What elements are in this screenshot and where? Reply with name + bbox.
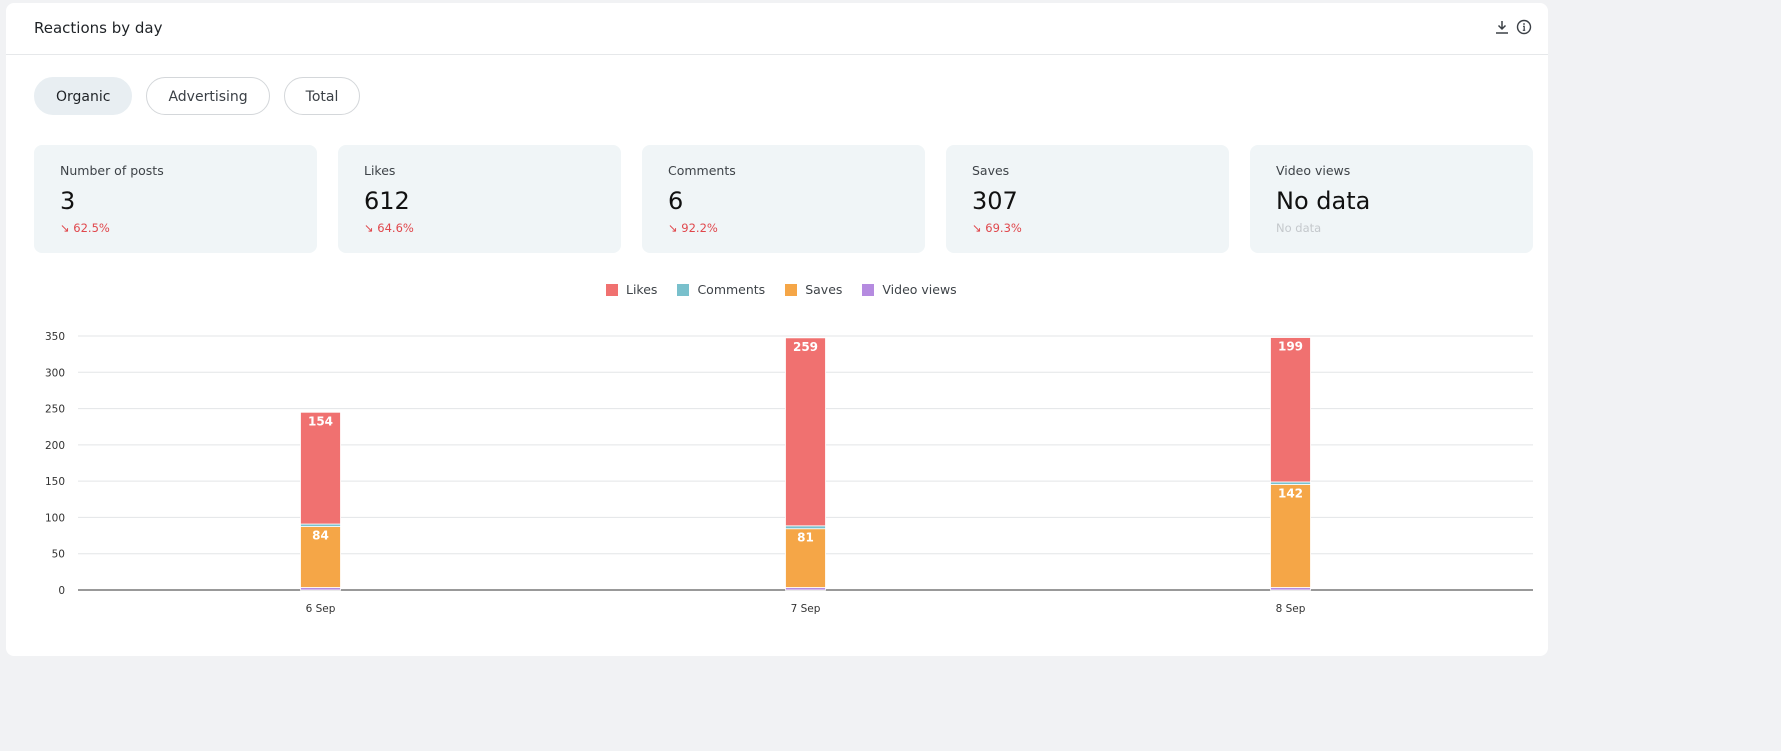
- stat-label: Number of posts: [60, 163, 164, 178]
- data-label: 84: [312, 529, 329, 543]
- tab-organic[interactable]: Organic: [34, 77, 133, 115]
- x-tick-label: 6 Sep: [306, 603, 336, 615]
- tab-total[interactable]: Total: [283, 77, 361, 115]
- bar-segment-likes: [1270, 337, 1311, 483]
- y-tick-label: 250: [45, 404, 65, 416]
- bar-segment-likes: [785, 337, 826, 527]
- legend-item-saves[interactable]: Saves: [785, 282, 842, 297]
- stat-label: Video views: [1276, 163, 1351, 178]
- y-tick-label: 100: [45, 512, 65, 524]
- stat-change: ↘ 64.6%: [364, 221, 414, 235]
- legend-swatch: [606, 283, 618, 296]
- stat-label: Likes: [364, 163, 396, 178]
- stat-value: 3: [60, 187, 76, 215]
- stat-value: 6: [668, 187, 684, 215]
- stats-row: Number of posts 3 ↘ 62.5% Likes 612 ↘ 64…: [34, 145, 1533, 253]
- stat-label: Comments: [668, 163, 736, 178]
- y-tick-label: 300: [45, 367, 65, 379]
- y-tick-label: 200: [45, 440, 65, 452]
- tab-advertising[interactable]: Advertising: [146, 77, 270, 115]
- x-tick-label: 7 Sep: [791, 603, 821, 615]
- legend-swatch: [862, 283, 875, 296]
- y-tick-label: 0: [58, 585, 65, 597]
- stat-change: ↘ 69.3%: [972, 221, 1022, 235]
- stat-change: ↘ 62.5%: [60, 221, 110, 235]
- legend-label: Saves: [805, 282, 843, 297]
- legend-item-video-views[interactable]: Video views: [862, 282, 957, 297]
- legend-item-likes[interactable]: Likes: [606, 282, 657, 297]
- data-label: 199: [1278, 340, 1303, 354]
- x-tick-label: 8 Sep: [1276, 603, 1306, 615]
- data-label: 154: [308, 414, 333, 428]
- legend-item-comments[interactable]: Comments: [677, 282, 765, 297]
- stat-likes: Likes 612 ↘ 64.6%: [338, 145, 621, 253]
- traffic-type-tabs: Organic Advertising Total: [34, 77, 361, 115]
- stat-label: Saves: [972, 163, 1010, 178]
- stat-change: ↘ 92.2%: [668, 221, 718, 235]
- bar-segment-likes: [300, 411, 341, 525]
- legend-swatch: [677, 283, 690, 296]
- legend-label: Likes: [626, 282, 658, 297]
- stat-comments: Comments 6 ↘ 92.2%: [642, 145, 925, 253]
- y-tick-label: 150: [45, 476, 65, 488]
- stat-video-views: Video views No data No data: [1250, 145, 1533, 253]
- card-header: Reactions by day: [6, 3, 1548, 55]
- stat-change: No data: [1276, 221, 1322, 235]
- stat-value: 307: [972, 187, 1018, 215]
- legend-label: Video views: [882, 282, 957, 297]
- stat-saves: Saves 307 ↘ 69.3%: [946, 145, 1229, 253]
- y-tick-label: 50: [52, 549, 65, 561]
- legend-label: Comments: [697, 282, 766, 297]
- data-label: 81: [797, 531, 814, 545]
- legend-swatch: [785, 283, 798, 296]
- card-title: Reactions by day: [34, 19, 163, 37]
- stat-value: 612: [364, 187, 410, 215]
- info-icon[interactable]: [1516, 19, 1532, 39]
- download-icon[interactable]: [1494, 19, 1510, 39]
- stat-value: No data: [1276, 187, 1371, 215]
- stat-number-of-posts: Number of posts 3 ↘ 62.5%: [34, 145, 317, 253]
- y-tick-label: 350: [45, 331, 65, 343]
- chart-legend: Likes Comments Saves Video views: [606, 282, 957, 297]
- bar-segment-saves: [300, 526, 341, 588]
- data-label: 142: [1278, 486, 1303, 500]
- data-label: 259: [793, 340, 818, 354]
- reactions-card: Reactions by day Organic Advertising Tot…: [6, 3, 1548, 656]
